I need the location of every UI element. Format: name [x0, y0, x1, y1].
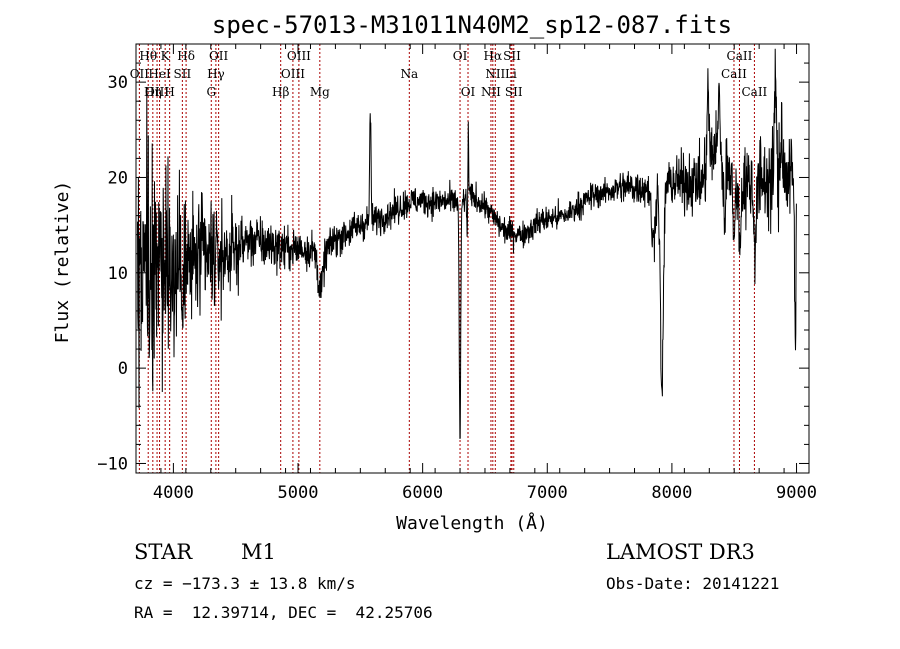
line-marker-label: SII	[174, 67, 192, 81]
line-marker-label: Hδ	[177, 49, 195, 63]
line-marker-label: OIII	[287, 49, 311, 63]
line-marker-label: NII	[481, 85, 501, 99]
line-marker-label: OI	[461, 85, 476, 99]
line-marker-label: NII	[485, 67, 505, 81]
x-axis-label: Wavelength (Å)	[396, 512, 548, 534]
x-tick-label: 8000	[651, 483, 692, 503]
line-marker-label: Na	[400, 67, 418, 81]
line-marker-label: CaII	[721, 67, 747, 81]
y-axis-label: Flux (relative)	[52, 181, 73, 344]
line-marker-label: Hθ	[139, 49, 157, 63]
line-marker-label: CaII	[727, 49, 753, 63]
line-marker-label: Hγ	[207, 67, 225, 81]
plot-frame	[135, 43, 810, 474]
object-type: STAR	[134, 540, 193, 564]
line-marker-label: H	[164, 85, 174, 99]
axis-ticks: 4000 5000 6000 7000 8000 9000 −10 0 10 20 30	[97, 43, 817, 503]
chart-title: spec-57013-M31011N40M2_sp12-087.fits	[212, 11, 732, 39]
y-tick-label: 0	[118, 359, 128, 379]
x-tick-label: 4000	[153, 483, 194, 503]
line-marker-label: OII	[209, 49, 229, 63]
y-tick-label: −10	[97, 454, 128, 474]
line-marker-label: K	[161, 49, 171, 63]
line-marker-label: OI	[453, 49, 468, 63]
survey-name: LAMOST DR3	[606, 540, 755, 564]
line-marker-label: OIII	[145, 85, 169, 99]
line-marker-label: Li	[505, 67, 517, 81]
x-tick-label: 5000	[278, 483, 319, 503]
line-marker-label: SII	[505, 85, 523, 99]
y-tick-label: 20	[108, 168, 128, 188]
line-marker-label: HeI	[148, 67, 171, 81]
spectrum-series-line	[137, 48, 797, 439]
line-marker-label: G	[206, 85, 216, 99]
observation-date: Obs-Date: 20141221	[606, 574, 780, 593]
y-tick-label: 30	[108, 73, 128, 93]
x-tick-label: 7000	[527, 483, 568, 503]
x-tick-label: 6000	[402, 483, 443, 503]
line-marker-label: Hβ	[272, 85, 289, 99]
x-tick-label: 9000	[776, 483, 817, 503]
line-marker-label: OIII	[281, 67, 305, 81]
line-marker-label: OII	[130, 67, 150, 81]
object-subclass: M1	[241, 540, 276, 564]
y-tick-label: 10	[108, 264, 128, 284]
line-marker-label: CaII	[741, 85, 767, 99]
line-marker-label: Hη	[144, 85, 162, 99]
coordinates: RA = 12.39714, DEC = 42.25706	[134, 603, 433, 622]
line-marker-label: Mg	[310, 85, 330, 99]
line-marker-label: SII	[503, 49, 521, 63]
line-marker-label: Hα	[484, 49, 503, 63]
redshift-velocity: cz = −173.3 ± 13.8 km/s	[134, 574, 356, 593]
